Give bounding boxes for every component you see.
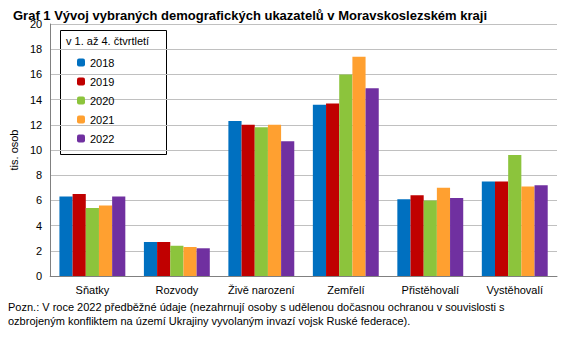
svg-text:4: 4 (36, 220, 42, 232)
svg-text:2020: 2020 (90, 95, 114, 107)
svg-text:0: 0 (36, 270, 42, 282)
svg-text:Vystěhovalí: Vystěhovalí (487, 284, 543, 296)
svg-text:2019: 2019 (90, 76, 114, 88)
svg-text:Přistěhovalí: Přistěhovalí (402, 284, 459, 296)
svg-text:20: 20 (29, 18, 43, 30)
svg-text:Pozn.: V roce 2022 předběžné ú: Pozn.: V roce 2022 předběžné údaje (neza… (8, 301, 508, 313)
svg-text:6: 6 (36, 194, 42, 206)
svg-text:2: 2 (36, 245, 42, 257)
svg-text:Živě narození: Živě narození (228, 284, 295, 296)
svg-text:12: 12 (30, 119, 42, 131)
svg-text:14: 14 (30, 94, 42, 106)
svg-text:v 1. až 4. čtvrtletí: v 1. až 4. čtvrtletí (66, 35, 149, 47)
svg-text:tis. osob: tis. osob (8, 130, 20, 171)
svg-text:18: 18 (30, 43, 42, 55)
svg-text:10: 10 (30, 144, 42, 156)
svg-text:Rozvody: Rozvody (155, 284, 198, 296)
svg-text:Sňatky: Sňatky (76, 284, 110, 296)
svg-text:8: 8 (36, 169, 42, 181)
svg-text:2021: 2021 (90, 114, 114, 126)
svg-text:2018: 2018 (90, 57, 114, 69)
svg-text:ozbrojeným konfliktem na území: ozbrojeným konfliktem na území Ukrajiny … (8, 315, 410, 327)
svg-text:16: 16 (30, 68, 42, 80)
svg-text:2022: 2022 (90, 133, 114, 145)
svg-text:Zemřelí: Zemřelí (327, 284, 364, 296)
svg-text:Graf 1 Vývoj vybraných demogra: Graf 1 Vývoj vybraných demografických uk… (13, 8, 487, 23)
